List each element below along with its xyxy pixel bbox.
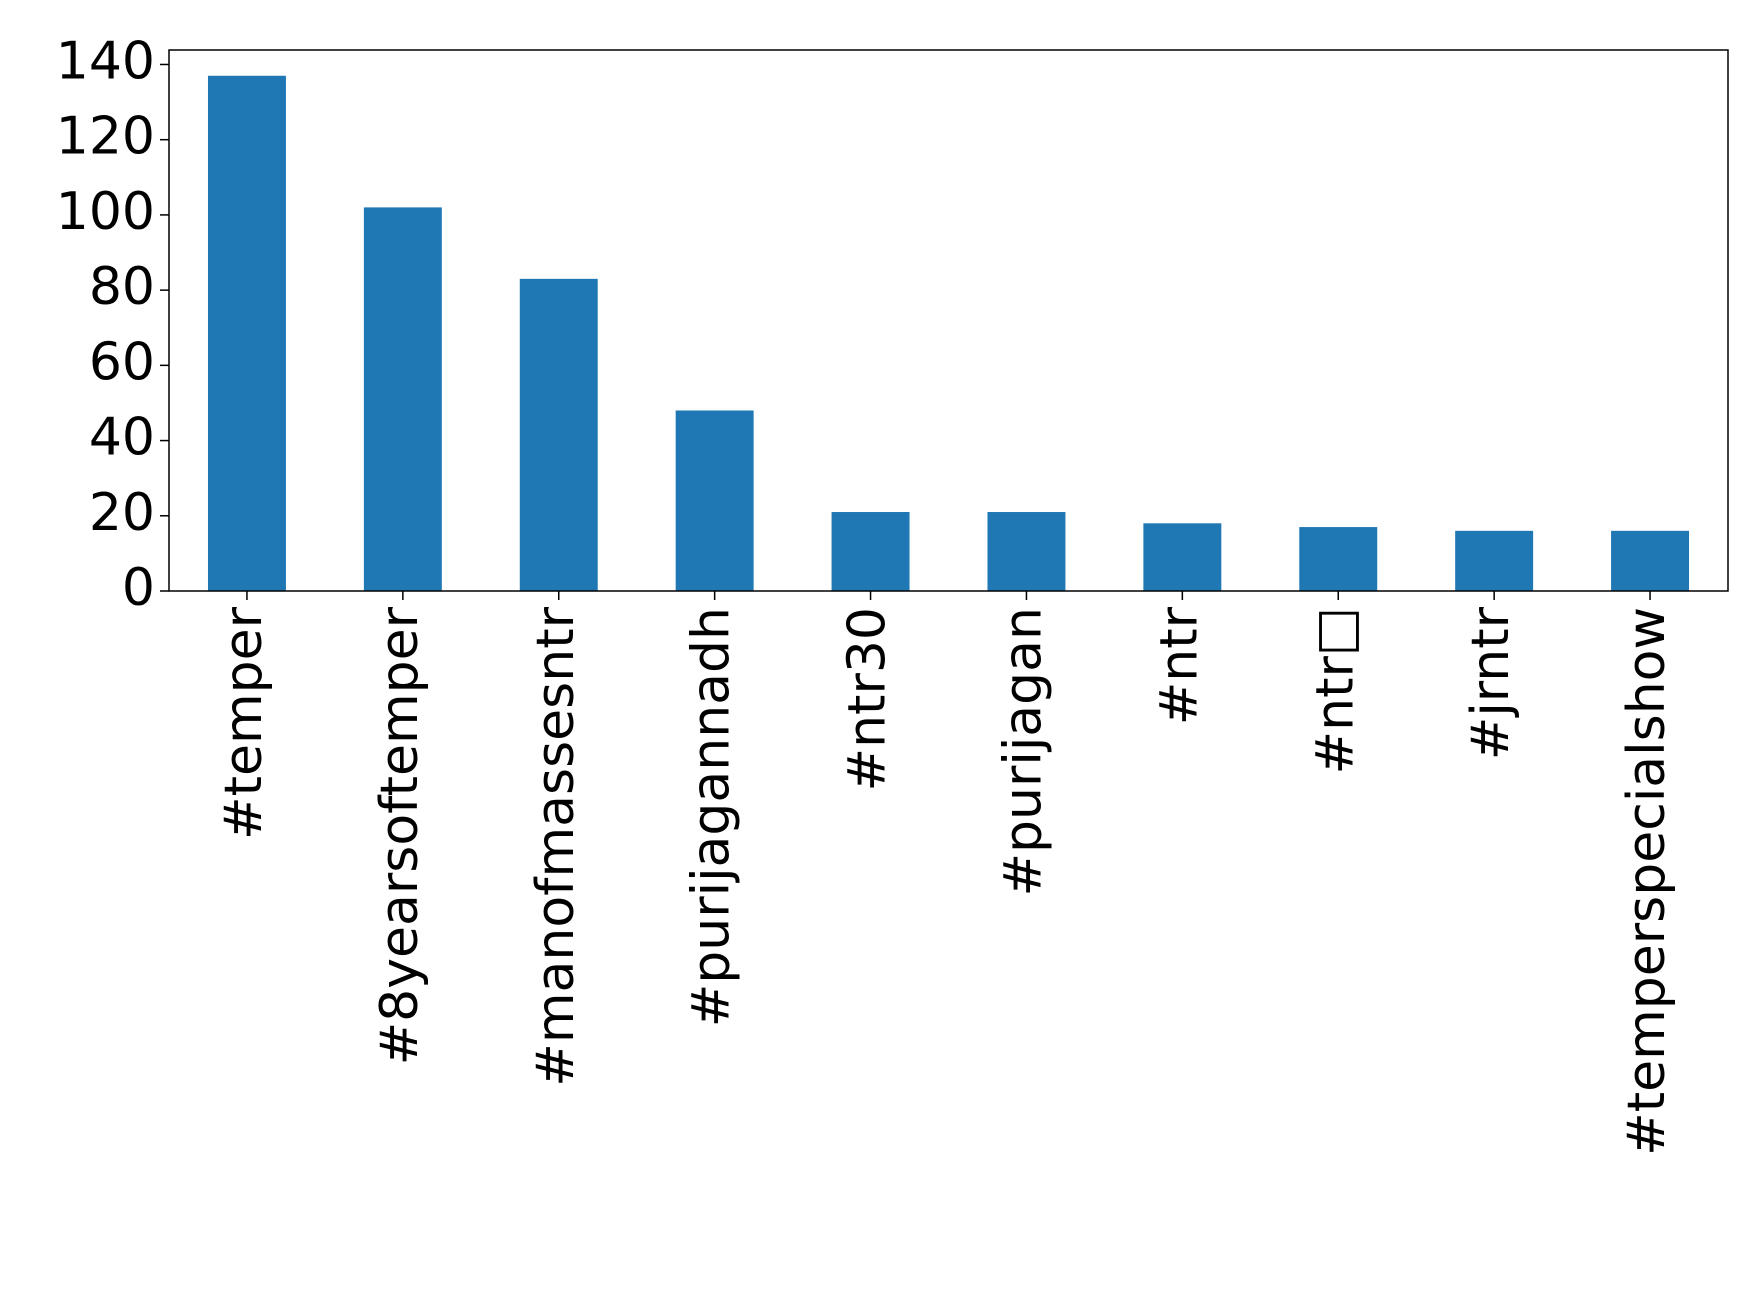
x-tick-label: #jrntr [1461,606,1521,760]
x-tick-label: #ntr30 [838,607,898,791]
y-tick-label: 120 [56,107,155,167]
y-tick-label: 80 [89,257,155,317]
bar [1455,530,1534,591]
x-tick-label: #8yearsoftemper [370,606,430,1065]
bar [207,75,286,591]
x-tick-label: #temper [214,606,274,840]
x-tick-label: #ntr [1149,606,1209,725]
plot-frame [168,49,1729,592]
bar [519,278,598,591]
bar [1611,530,1690,591]
y-tick-label: 20 [89,483,155,543]
y-tick-label: 100 [56,182,155,242]
x-tick-label: #purijagan [993,607,1053,897]
y-tick-label: 0 [122,558,155,618]
bar [1143,523,1222,591]
y-tick-label: 40 [89,408,155,468]
bar [987,512,1066,591]
bar [675,410,754,591]
y-tick-label: 60 [89,332,155,392]
x-tick-label: #manofmassesntr [526,606,586,1086]
bar [831,512,910,591]
y-tick-label: 140 [56,31,155,91]
x-tick-label: #ntr□ [1305,607,1365,774]
x-tick-label: #temperspecialshow [1617,607,1677,1156]
bar [363,207,442,591]
bar [1299,527,1378,591]
x-tick-label: #purijagannadh [682,607,742,1027]
